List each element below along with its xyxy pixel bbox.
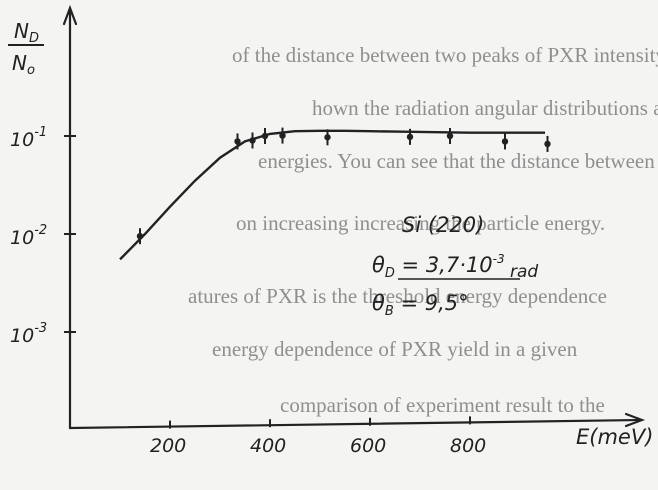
background-text-line: comparison of experiment result to the <box>280 393 605 417</box>
y-tick-label: 10-1 <box>10 125 47 151</box>
point-marker <box>249 137 256 144</box>
data-point <box>324 129 331 146</box>
point-marker <box>324 134 331 141</box>
x-tick-label: 200 <box>150 435 186 457</box>
data-points <box>136 127 551 245</box>
x-tick-label: 800 <box>450 435 486 457</box>
point-marker <box>136 232 144 240</box>
y-axis-arrow <box>62 4 78 26</box>
background-text-line: hown the radiation angular distributions… <box>312 96 658 120</box>
x-axis-arrow <box>624 412 646 428</box>
point-marker <box>279 132 286 139</box>
background-text-line: on increasing increasing the particle en… <box>236 211 605 235</box>
bleed-through-text: of the distance between two peaks of PXR… <box>188 43 658 417</box>
annotation-theta-d: θD = 3,7·10-3 rad <box>372 252 538 282</box>
data-point <box>446 128 454 144</box>
x-tick-label: 600 <box>350 435 386 457</box>
annotation-crystal: Si (220) <box>402 213 484 237</box>
y-ticks: 10-1 10-2 10-3 <box>10 125 76 347</box>
data-point <box>234 133 241 150</box>
data-point <box>249 132 256 149</box>
point-marker <box>234 138 241 145</box>
background-text-line: energies. You can see that the distance … <box>258 149 655 173</box>
x-ticks: 200 400 600 800 <box>150 416 486 457</box>
data-point <box>501 133 509 150</box>
point-marker <box>406 133 414 141</box>
y-tick-label: 10-3 <box>10 321 47 347</box>
x-tick-label: 400 <box>250 435 286 457</box>
data-point <box>544 135 551 152</box>
axes <box>62 4 646 430</box>
x-axis-label: E(meV) <box>576 425 653 449</box>
y-tick-label: 10-2 <box>10 223 47 249</box>
point-marker <box>501 138 509 145</box>
x-axis <box>68 418 642 430</box>
annotation-theta-b: θB = 9,5° <box>372 291 469 319</box>
data-point <box>406 128 414 145</box>
data-point <box>279 127 286 144</box>
point-marker <box>446 132 454 140</box>
data-point <box>261 128 269 144</box>
y-axis-label: ND No <box>8 19 44 78</box>
fit-curve <box>119 129 545 261</box>
point-marker <box>261 132 269 140</box>
point-marker <box>544 140 551 148</box>
background-text-line: energy dependence of PXR yield in a give… <box>212 337 578 361</box>
background-text-line: of the distance between two peaks of PXR… <box>232 43 658 67</box>
data-point <box>136 228 144 245</box>
background-text-line: atures of PXR is the threshold energy de… <box>188 284 607 308</box>
y-label-numerator: ND <box>14 19 39 46</box>
y-label-denominator: No <box>12 51 35 78</box>
